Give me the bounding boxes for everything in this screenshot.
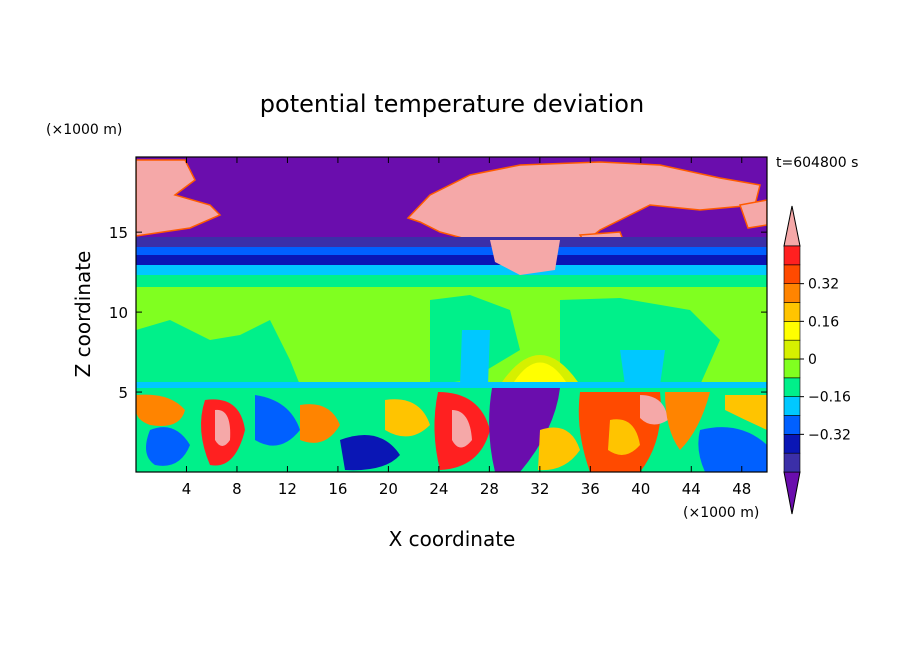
- band-blue: [136, 247, 767, 255]
- x-tick-label: 12: [278, 480, 297, 498]
- contour-field: [136, 157, 767, 472]
- chart-title: potential temperature deviation: [260, 90, 644, 118]
- x-axis: 4 8 12 16 20 24 28 32 36 40 44 48: [182, 157, 751, 498]
- y-unit-label: (×1000 m): [46, 122, 122, 138]
- colorbar-bin: [783, 415, 801, 435]
- band-cyan: [136, 265, 767, 275]
- colorbar-tick-label: 0.32: [808, 277, 839, 293]
- x-tick-label: 44: [682, 480, 701, 498]
- mid-patch: [460, 330, 490, 385]
- band-dark-blue: [136, 237, 767, 247]
- bl-cell: [215, 409, 231, 446]
- colorbar: 0.32 0.16 0 −0.16 −0.32: [783, 205, 851, 515]
- x-tick-label: 48: [732, 480, 751, 498]
- x-tick-label: 40: [631, 480, 650, 498]
- colorbar-tick-label: −0.32: [808, 427, 851, 443]
- y-tick-label: 10: [109, 304, 128, 322]
- bl-cell: [608, 419, 640, 455]
- x-tick-label: 4: [182, 480, 192, 498]
- bl-cell: [146, 427, 190, 466]
- colorbar-bin: [783, 264, 801, 284]
- colorbar-bin: [783, 302, 801, 322]
- colorbar-bin: [783, 245, 801, 266]
- colorbar-bin: [783, 377, 801, 397]
- band-dark: [136, 255, 767, 265]
- colorbar-tick-label: 0.16: [808, 314, 839, 330]
- band-green: [136, 275, 767, 287]
- x-tick-label: 24: [429, 480, 448, 498]
- colorbar-extend-high: [783, 205, 801, 247]
- pink-overlay: [490, 240, 560, 275]
- bl-cell: [300, 404, 340, 443]
- plot-frame: [135, 156, 768, 473]
- pbl-top-cyan: [136, 382, 767, 388]
- colorbar-bin: [783, 321, 801, 341]
- bl-cell: [538, 427, 580, 471]
- bl-cell: [489, 388, 560, 472]
- colorbar-bin: [783, 283, 801, 303]
- bl-cell: [452, 410, 472, 448]
- x-tick-label: 20: [379, 480, 398, 498]
- x-tick-label: 28: [480, 480, 499, 498]
- colorbar-bin: [783, 434, 801, 454]
- x-tick-label: 36: [581, 480, 600, 498]
- mid-patch: [136, 320, 300, 385]
- y-tick-label: 5: [118, 384, 128, 402]
- bl-cell: [725, 395, 767, 430]
- bl-cell: [255, 395, 300, 446]
- bl-cell: [136, 394, 185, 426]
- pink-patch: [136, 159, 222, 237]
- colorbar-tick-label: 0: [808, 352, 817, 368]
- time-label: t=604800 s: [776, 155, 858, 171]
- bl-cell: [640, 395, 668, 425]
- warm-bulge-core: [512, 362, 568, 385]
- y-axis: 5 10 15: [109, 224, 767, 402]
- mid-patch: [620, 350, 665, 385]
- y-tick-label: 15: [109, 224, 128, 242]
- bl-cell: [698, 427, 767, 472]
- x-tick-label: 32: [530, 480, 549, 498]
- bl-cell: [665, 392, 710, 450]
- colorbar-bin: [783, 358, 801, 379]
- colorbar-bin: [783, 339, 801, 360]
- colorbar-bin: [783, 452, 801, 473]
- x-tick-label: 8: [232, 480, 242, 498]
- colorbar-tick-label: −0.16: [808, 390, 851, 406]
- colorbar-bin: [783, 396, 801, 416]
- bl-cell: [340, 435, 400, 471]
- bl-cell: [385, 399, 430, 437]
- x-unit-label: (×1000 m): [683, 505, 759, 521]
- y-axis-label: Z coordinate: [71, 251, 95, 378]
- x-tick-label: 16: [328, 480, 347, 498]
- x-axis-label: X coordinate: [389, 527, 516, 551]
- pink-patch: [739, 199, 767, 229]
- colorbar-extend-low: [783, 471, 801, 515]
- mid-patch: [560, 298, 720, 385]
